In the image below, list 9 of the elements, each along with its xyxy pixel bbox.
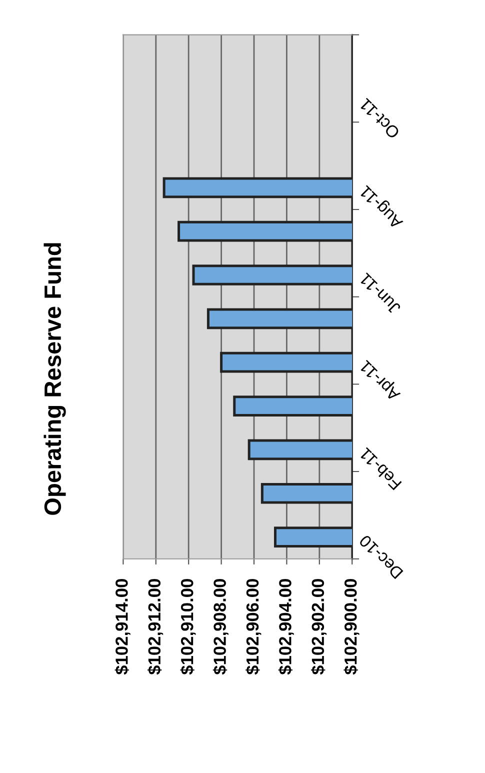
x-tick-label: $102,910.00	[180, 579, 196, 675]
x-tick-label: $102,902.00	[311, 579, 327, 675]
x-tick-label: $102,904.00	[278, 579, 294, 675]
x-tick-label: $102,906.00	[246, 579, 262, 675]
x-tick-label: $102,912.00	[147, 579, 164, 675]
text: Operating Reserve Fund	[44, 243, 66, 515]
x-tick-label: $102,908.00	[212, 579, 228, 675]
x-tick-label: $102,914.00	[114, 579, 130, 675]
x-tick-label: $102,900.00	[344, 579, 360, 675]
